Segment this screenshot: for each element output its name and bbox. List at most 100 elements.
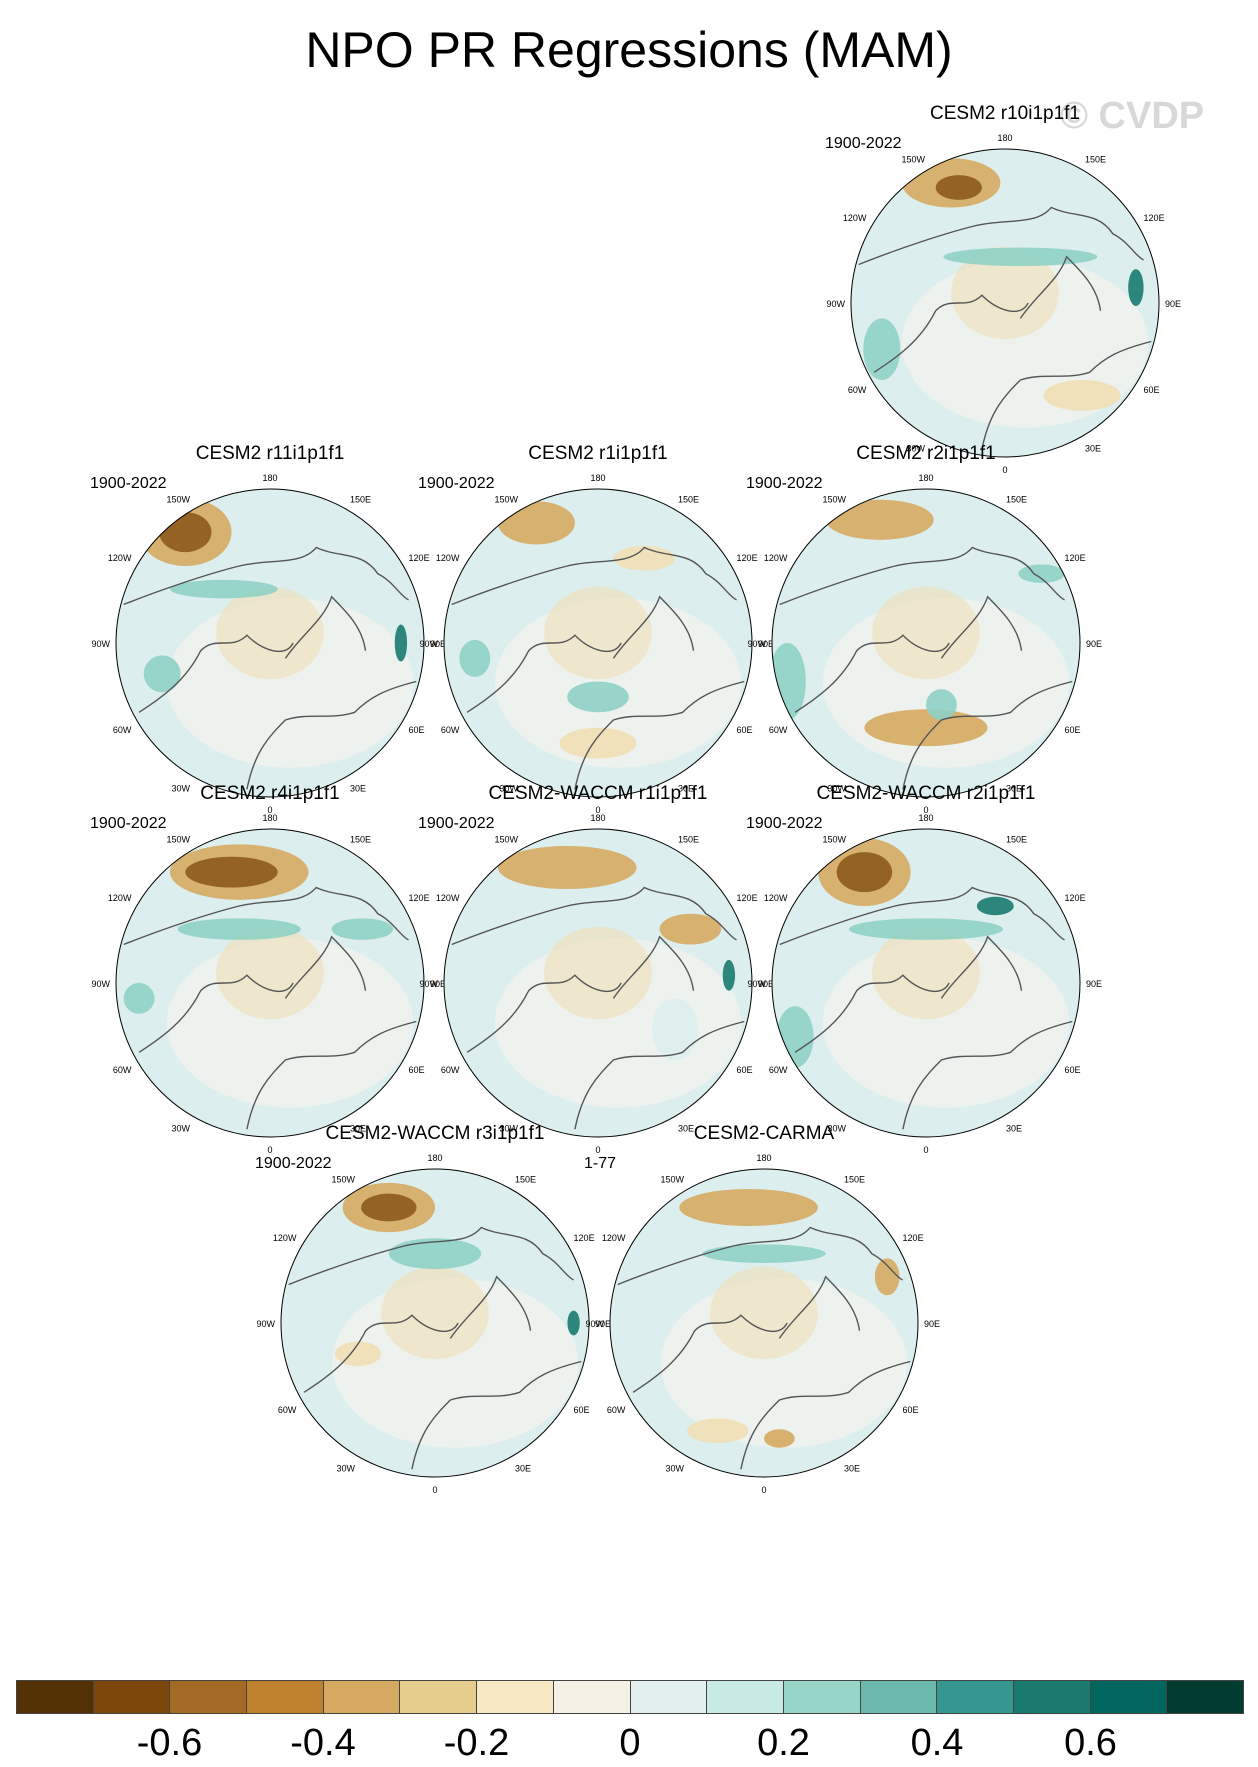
lon-tick-label: 60W bbox=[441, 1065, 460, 1075]
lon-tick-label: 120E bbox=[409, 553, 430, 563]
lon-tick-label: 180 bbox=[918, 473, 933, 483]
panel-title: CESM2-WACCM r1i1p1f1 bbox=[488, 783, 708, 804]
colorbar-box bbox=[93, 1681, 171, 1713]
lon-tick-label: 150W bbox=[331, 1174, 355, 1184]
lon-tick-label: 120W bbox=[764, 893, 788, 903]
lon-tick-label: 180 bbox=[918, 813, 933, 823]
colorbar-label: -0.2 bbox=[443, 1722, 510, 1764]
map-panel: CESM2 r2i1p1f1 1900-2022 180 150W 150E 120W 12… bbox=[746, 443, 1102, 823]
lon-tick-label: 150E bbox=[678, 834, 699, 844]
lon-tick-label: 30W bbox=[336, 1464, 355, 1474]
lon-tick-label: 60W bbox=[113, 725, 132, 735]
map-panel: CESM2-WACCM r3i1p1f1 1900-2022 180 150W 150E… bbox=[255, 1123, 611, 1503]
map-panel: CESM2 r4i1p1f1 1900-2022 180 150W 150E 120W 12… bbox=[90, 783, 446, 1163]
panel-period: 1900-2022 bbox=[746, 815, 823, 832]
map-panel: CESM2 r1i1p1f1 1900-2022 180 150W 150E 120W 12… bbox=[418, 443, 774, 823]
lon-tick-label: 60E bbox=[1144, 385, 1160, 395]
lon-tick-label: 0 bbox=[923, 805, 928, 815]
panel-period: 1-77 bbox=[584, 1155, 617, 1172]
colorbar-box bbox=[477, 1681, 554, 1713]
panel-period: 1900-2022 bbox=[418, 475, 495, 492]
lon-tick-label: 120W bbox=[764, 553, 788, 563]
map-panel: CESM2 r11i1p1f1 1900-2022 180 150W 150E 120W 1… bbox=[90, 443, 446, 823]
lon-tick-label: 150E bbox=[1006, 494, 1027, 504]
colorbar-box bbox=[1090, 1681, 1168, 1713]
lon-tick-label: 0 bbox=[267, 1145, 272, 1155]
panel-title: CESM2 r11i1p1f1 bbox=[195, 443, 345, 464]
lon-tick-label: 30E bbox=[1006, 784, 1022, 794]
colorbar-box bbox=[323, 1681, 401, 1713]
lon-tick-label: 30E bbox=[844, 1464, 860, 1474]
panel-title: CESM2 r2i1p1f1 bbox=[856, 443, 996, 464]
lon-tick-label: 60W bbox=[769, 725, 788, 735]
lon-tick-label: 90E bbox=[1165, 299, 1181, 309]
lon-tick-label: 90W bbox=[826, 299, 845, 309]
lon-tick-label: 120W bbox=[108, 893, 132, 903]
lon-tick-label: 150W bbox=[822, 494, 846, 504]
lon-tick-label: 150E bbox=[1085, 154, 1106, 164]
colorbar-box bbox=[553, 1681, 631, 1713]
panel-title: CESM2-WACCM r2i1p1f1 bbox=[816, 783, 1036, 804]
colorbar-label: -0.6 bbox=[136, 1722, 203, 1764]
lon-tick-label: 150E bbox=[350, 494, 371, 504]
lon-tick-label: 0 bbox=[595, 1145, 600, 1155]
lon-tick-label: 60W bbox=[278, 1405, 297, 1415]
lon-tick-label: 120E bbox=[1065, 553, 1086, 563]
lon-tick-label: 90E bbox=[1086, 639, 1102, 649]
lon-tick-label: 150W bbox=[166, 494, 190, 504]
lon-tick-label: 90W bbox=[256, 1319, 275, 1329]
panel-period: 1900-2022 bbox=[418, 815, 495, 832]
map-panel: CESM2-WACCM r1i1p1f1 1900-2022 180 150W 150E… bbox=[418, 783, 774, 1163]
lon-tick-label: 90E bbox=[758, 979, 774, 989]
lon-tick-label: 30W bbox=[499, 784, 518, 794]
colorbar-box bbox=[937, 1681, 1014, 1713]
colorbar-box bbox=[783, 1681, 861, 1713]
colorbar-box bbox=[17, 1681, 94, 1713]
lon-tick-label: 180 bbox=[756, 1153, 771, 1163]
lon-tick-label: 30E bbox=[678, 1124, 694, 1134]
lon-tick-label: 150W bbox=[822, 834, 846, 844]
lon-tick-label: 120E bbox=[574, 1233, 595, 1243]
colorbar-label: -0.4 bbox=[290, 1722, 356, 1764]
map-panel: CESM2-CARMA 1-77 180 150W 150E 120W 120E 90W 90E… bbox=[584, 1123, 940, 1503]
lon-tick-label: 30E bbox=[515, 1464, 531, 1474]
lon-tick-label: 150E bbox=[844, 1174, 865, 1184]
lon-tick-label: 90W bbox=[419, 979, 438, 989]
lon-tick-label: 120E bbox=[903, 1233, 924, 1243]
lon-tick-label: 150E bbox=[678, 494, 699, 504]
lon-tick-label: 30W bbox=[827, 1124, 846, 1134]
panel-period: 1900-2022 bbox=[255, 1155, 332, 1172]
lon-tick-label: 90E bbox=[1086, 979, 1102, 989]
lon-tick-label: 90W bbox=[91, 639, 110, 649]
colorbar-box bbox=[860, 1681, 938, 1713]
lon-tick-label: 150E bbox=[1006, 834, 1027, 844]
colorbar-label: 0.4 bbox=[910, 1722, 964, 1764]
lon-tick-label: 150E bbox=[350, 834, 371, 844]
lon-tick-label: 120W bbox=[273, 1233, 297, 1243]
panel-title: CESM2-CARMA bbox=[693, 1123, 835, 1144]
lon-tick-label: 90W bbox=[419, 639, 438, 649]
lon-tick-label: 60E bbox=[737, 1065, 753, 1075]
lon-tick-label: 60E bbox=[1065, 1065, 1081, 1075]
lon-tick-label: 30E bbox=[1006, 1124, 1022, 1134]
lon-tick-label: 60E bbox=[409, 1065, 425, 1075]
lon-tick-label: 120W bbox=[108, 553, 132, 563]
lon-tick-label: 30W bbox=[665, 1464, 684, 1474]
lon-tick-label: 120E bbox=[737, 553, 758, 563]
panel-title: CESM2 r4i1p1f1 bbox=[200, 783, 340, 804]
lon-tick-label: 120E bbox=[737, 893, 758, 903]
lon-tick-label: 90W bbox=[747, 979, 766, 989]
lon-tick-label: 150W bbox=[494, 494, 518, 504]
lon-tick-label: 180 bbox=[262, 473, 277, 483]
lon-tick-label: 60W bbox=[769, 1065, 788, 1075]
colorbar-box bbox=[707, 1681, 784, 1713]
lon-tick-label: 150W bbox=[166, 834, 190, 844]
colorbar-box bbox=[1013, 1681, 1091, 1713]
